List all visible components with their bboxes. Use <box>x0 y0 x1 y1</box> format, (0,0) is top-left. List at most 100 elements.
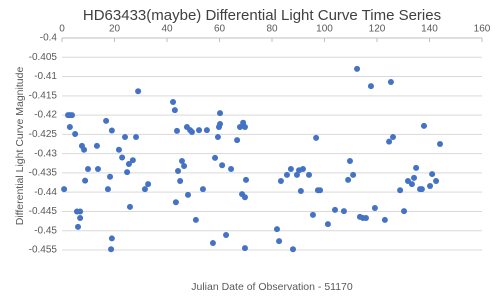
x-tick-label: 120 <box>369 24 386 35</box>
data-point <box>103 117 110 124</box>
data-point <box>287 166 294 173</box>
data-point <box>317 187 324 194</box>
y-tick-label: -0.455 <box>29 245 58 256</box>
data-point <box>192 216 199 223</box>
data-point <box>199 186 206 193</box>
x-tick-label: 0 <box>59 24 65 35</box>
data-point <box>293 171 300 178</box>
data-point <box>145 181 152 188</box>
x-axis-title: Julian Date of Observation - 51170 <box>191 281 353 293</box>
data-point <box>276 238 283 245</box>
data-point <box>362 215 369 222</box>
y-tick-label: -0.445 <box>29 206 58 217</box>
data-point <box>433 178 440 185</box>
data-point <box>386 138 393 145</box>
x-tick-label: 40 <box>161 24 173 35</box>
data-point <box>172 199 179 206</box>
data-point <box>108 127 115 134</box>
data-point <box>177 178 184 185</box>
data-point <box>390 134 397 141</box>
data-point <box>115 146 122 153</box>
data-point <box>94 166 101 173</box>
data-point <box>309 211 316 218</box>
data-point <box>297 188 304 195</box>
data-point <box>122 134 128 141</box>
data-point <box>203 127 210 134</box>
x-tick-label: 80 <box>266 24 278 35</box>
data-point <box>77 215 84 222</box>
data-point <box>345 176 352 183</box>
x-tick-label: 160 <box>474 24 491 35</box>
data-point <box>324 221 331 228</box>
data-point <box>239 191 246 198</box>
data-point <box>332 206 338 213</box>
y-tick-label: -0.42 <box>34 110 57 121</box>
data-point <box>82 177 89 184</box>
y-tick-label: -0.43 <box>34 148 57 159</box>
data-point <box>306 171 313 178</box>
data-point <box>367 83 374 90</box>
y-tick-label: -0.415 <box>29 90 58 101</box>
data-point <box>185 191 191 198</box>
y-tick-label: -0.41 <box>34 71 57 82</box>
y-tick-label: -0.425 <box>29 129 58 140</box>
data-point <box>175 167 182 174</box>
data-point <box>219 162 226 169</box>
data-point <box>93 142 100 149</box>
data-point <box>141 186 148 193</box>
data-point <box>61 186 68 193</box>
data-point <box>108 235 115 242</box>
data-point <box>75 223 82 230</box>
data-point <box>171 107 178 114</box>
data-point <box>178 157 185 164</box>
data-point <box>413 164 420 171</box>
data-point <box>124 169 131 176</box>
x-tick-label: 60 <box>214 24 226 35</box>
y-tick-label: -0.405 <box>29 52 58 63</box>
data-point <box>387 78 394 85</box>
data-point <box>437 141 443 147</box>
data-point <box>107 173 114 180</box>
data-point <box>429 171 436 178</box>
y-tick-label: -0.45 <box>34 225 57 236</box>
data-point <box>290 246 296 253</box>
y-tick-label: -0.435 <box>29 168 58 179</box>
data-point <box>125 161 132 168</box>
data-point <box>66 124 73 131</box>
data-point <box>108 246 115 253</box>
data-point <box>299 166 306 173</box>
data-point <box>381 216 388 223</box>
x-tick-label: 20 <box>109 24 121 35</box>
data-point <box>212 154 219 161</box>
data-point <box>283 171 290 178</box>
data-point <box>371 204 378 211</box>
data-point <box>340 208 347 215</box>
data-point <box>72 130 79 137</box>
data-point <box>241 245 248 252</box>
data-point <box>173 127 180 134</box>
data-point <box>313 134 320 141</box>
data-point <box>223 231 230 238</box>
data-point <box>81 146 88 153</box>
data-point <box>68 112 75 119</box>
data-point <box>214 134 221 141</box>
data-point <box>228 166 235 173</box>
data-point <box>241 124 248 131</box>
data-point <box>77 208 84 215</box>
data-point <box>401 208 408 215</box>
data-point <box>427 183 434 190</box>
data-point <box>217 120 224 127</box>
data-point <box>350 171 357 178</box>
data-point <box>135 88 142 95</box>
data-point <box>196 127 203 134</box>
x-tick-label: 100 <box>316 24 333 35</box>
x-tick-label: 140 <box>421 24 438 35</box>
y-tick-label: -0.44 <box>34 187 57 198</box>
data-point <box>209 240 216 247</box>
data-point <box>217 110 224 117</box>
data-point <box>181 162 188 169</box>
data-point <box>243 176 250 183</box>
data-point <box>104 186 111 193</box>
